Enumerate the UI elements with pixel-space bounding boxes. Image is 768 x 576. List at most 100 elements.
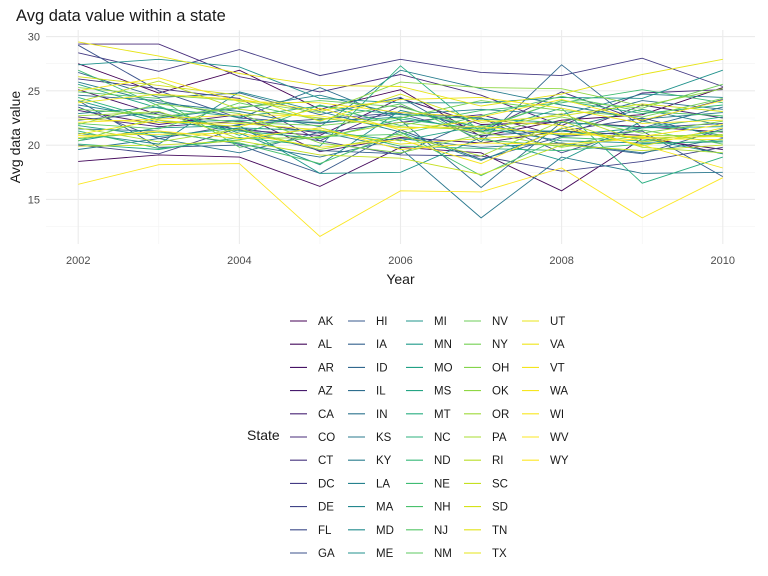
legend-item-in: IN: [348, 409, 388, 421]
x-tick-label: 2010: [711, 255, 735, 267]
legend-label: MN: [434, 339, 452, 351]
legend-item-oh: OH: [464, 362, 509, 374]
series-line-oh: [78, 103, 723, 154]
legend-item-ut: UT: [522, 316, 565, 328]
x-tick-label: 2006: [388, 255, 412, 267]
legend-label: WY: [550, 455, 569, 467]
legend-label: IN: [376, 409, 388, 421]
legend-label: DC: [318, 478, 335, 490]
legend-item-nj: NJ: [406, 525, 448, 537]
legend-item-nv: NV: [464, 316, 508, 328]
y-tick-label: 30: [28, 32, 40, 44]
legend-label: ID: [376, 362, 388, 374]
legend-label: HI: [376, 316, 388, 328]
legend-item-il: IL: [348, 386, 386, 398]
legend-item-sd: SD: [464, 502, 508, 514]
legend-item-id: ID: [348, 362, 388, 374]
legend-item-ky: KY: [348, 455, 392, 467]
series-line-wv: [78, 163, 724, 237]
series-line-ne: [78, 69, 723, 136]
legend-label: LA: [376, 478, 390, 490]
legend-item-co: CO: [290, 432, 335, 444]
legend-label: GA: [318, 548, 335, 560]
x-tick-label: 2008: [549, 255, 573, 267]
series-line-ri: [78, 80, 723, 143]
legend-item-me: ME: [348, 548, 394, 560]
legend-label: DE: [318, 502, 334, 514]
series-line-nj: [78, 91, 723, 148]
legend-item-mt: MT: [406, 409, 451, 421]
legend-item-dc: DC: [290, 478, 335, 490]
series-line-co: [78, 43, 723, 127]
legend-item-fl: FL: [290, 525, 332, 537]
legend-item-wi: WI: [522, 409, 564, 421]
series-line-tx: [78, 41, 723, 107]
series-line-nv: [78, 83, 723, 142]
legend-item-wy: WY: [522, 455, 569, 467]
legend-label: WV: [550, 432, 569, 444]
legend-item-mo: MO: [406, 362, 453, 374]
series-line-wi: [78, 114, 723, 137]
legend-label: AR: [318, 362, 334, 374]
legend-label: NE: [434, 478, 450, 490]
legend-label: OK: [492, 386, 509, 398]
series-line-ms: [78, 83, 723, 129]
series-lines: [77, 41, 724, 237]
legend-item-mn: MN: [406, 339, 452, 351]
legend-label: NM: [434, 548, 452, 560]
legend-label: TN: [492, 525, 507, 537]
legend-item-vt: VT: [522, 362, 565, 374]
legend-item-va: VA: [522, 339, 565, 351]
legend-title: State: [247, 427, 280, 443]
legend-label: WI: [550, 409, 564, 421]
y-tick-label: 20: [28, 140, 40, 152]
legend-label: NY: [492, 339, 508, 351]
legend: State AK AL AR AZ CA CO CT DC DE FL GA HI IA ID IL IN KS…: [247, 316, 569, 560]
legend-label: IL: [376, 386, 386, 398]
y-axis-ticks: 15 20 25 30: [28, 32, 40, 207]
legend-item-ia: IA: [348, 339, 387, 351]
legend-item-pa: PA: [464, 432, 507, 444]
legend-item-ma: MA: [348, 502, 394, 514]
legend-label: FL: [318, 525, 332, 537]
legend-label: AZ: [318, 386, 333, 398]
x-axis-ticks: 2002 2004 2006 2008 2010: [66, 255, 735, 267]
y-tick-label: 25: [28, 86, 40, 98]
legend-item-nc: NC: [406, 432, 451, 444]
legend-label: SC: [492, 478, 508, 490]
legend-label: MS: [434, 386, 452, 398]
x-axis-title: Year: [386, 271, 415, 287]
y-axis-title: Avg data value: [7, 91, 23, 184]
y-tick-label: 15: [28, 194, 40, 206]
series-line-va: [78, 93, 723, 124]
legend-label: MT: [434, 409, 451, 421]
legend-label: MI: [434, 316, 447, 328]
legend-item-md: MD: [348, 525, 394, 537]
legend-item-ny: NY: [464, 339, 508, 351]
legend-label: SD: [492, 502, 508, 514]
series-line-al: [78, 138, 723, 192]
legend-item-nh: NH: [406, 502, 451, 514]
legend-label: IA: [376, 339, 387, 351]
legend-label: RI: [492, 455, 504, 467]
series-line-sd: [78, 76, 723, 123]
legend-item-wv: WV: [522, 432, 569, 444]
legend-label: WA: [550, 386, 568, 398]
series-line-ga: [77, 44, 723, 138]
x-tick-label: 2004: [227, 255, 251, 267]
series-line-wy: [78, 127, 723, 150]
legend-item-nm: NM: [406, 548, 452, 560]
legend-item-tx: TX: [464, 548, 507, 560]
legend-item-mi: MI: [406, 316, 447, 328]
legend-item-wa: WA: [522, 386, 568, 398]
legend-label: AK: [318, 316, 334, 328]
legend-item-al: AL: [290, 339, 333, 351]
series-line-nc: [78, 96, 723, 140]
legend-item-ne: NE: [406, 478, 450, 490]
legend-items: AK AL AR AZ CA CO CT DC DE FL GA HI IA ID IL IN KS KY LA MA…: [290, 316, 569, 560]
series-line-wa: [78, 77, 723, 121]
legend-label: CT: [318, 455, 333, 467]
legend-item-or: OR: [464, 409, 509, 421]
legend-item-ms: MS: [406, 386, 452, 398]
